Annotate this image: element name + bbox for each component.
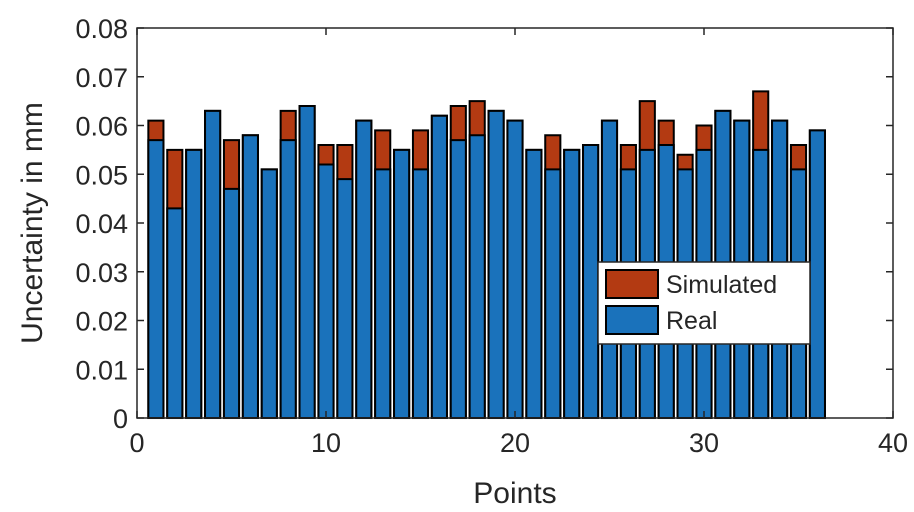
bar-real-13 [374,168,392,419]
bar-real-7 [260,168,278,419]
tick-marks [136,27,894,419]
bar-real-23 [563,148,581,420]
x-tick-label: 10 [311,428,341,458]
bar-real-11 [336,178,354,419]
bar-real-24 [582,144,600,419]
y-tick-label: 0.06 [75,112,128,142]
bar-real-18 [468,134,486,419]
y-axis-label: Uncertainty in mm [16,102,49,344]
legend: Simulated Real [597,261,811,345]
bars-layer [147,90,826,420]
legend-swatch-simulated [605,269,659,299]
bar-real-14 [393,148,411,420]
bar-real-16 [430,114,448,419]
x-tick-label: 30 [689,428,719,458]
y-tick-label: 0.03 [75,258,128,288]
bar-real-4 [204,109,222,420]
y-tick-label: 0.05 [75,160,128,190]
bar-real-21 [525,148,543,420]
bar-real-2 [166,207,184,420]
bar-real-12 [355,119,373,420]
bar-real-15 [411,168,430,419]
x-tick-label: 0 [129,428,144,458]
x-tick-label: 20 [500,428,530,458]
bar-real-1 [147,139,165,420]
bar-real-5 [222,187,241,420]
legend-label-real: Real [666,307,717,335]
bar-real-3 [185,148,203,420]
bar-real-17 [449,139,467,420]
y-tick-label: 0.08 [75,14,128,44]
x-axis-label: Points [473,477,556,510]
x-tick-label: 40 [878,428,908,458]
bar-real-9 [298,105,316,419]
y-tick-label: 0.04 [75,209,128,239]
bar-real-6 [241,134,259,419]
y-tick-label: 0 [113,404,128,434]
bar-real-10 [317,163,335,419]
bar-real-8 [279,139,297,420]
bar-real-19 [487,109,505,420]
bar-real-22 [544,168,562,419]
y-tick-labels: 0 0.01 0.02 0.03 0.04 0.05 0.06 0.07 0.08 [75,14,128,434]
x-tick-labels: 0 10 20 30 40 [129,428,908,458]
legend-label-simulated: Simulated [666,271,777,299]
y-tick-label: 0.07 [75,63,128,93]
y-tick-label: 0.02 [75,307,128,337]
legend-swatch-real [605,305,659,335]
bar-real-36 [808,129,826,420]
bar-real-20 [506,119,524,420]
y-tick-label: 0.01 [75,355,128,385]
